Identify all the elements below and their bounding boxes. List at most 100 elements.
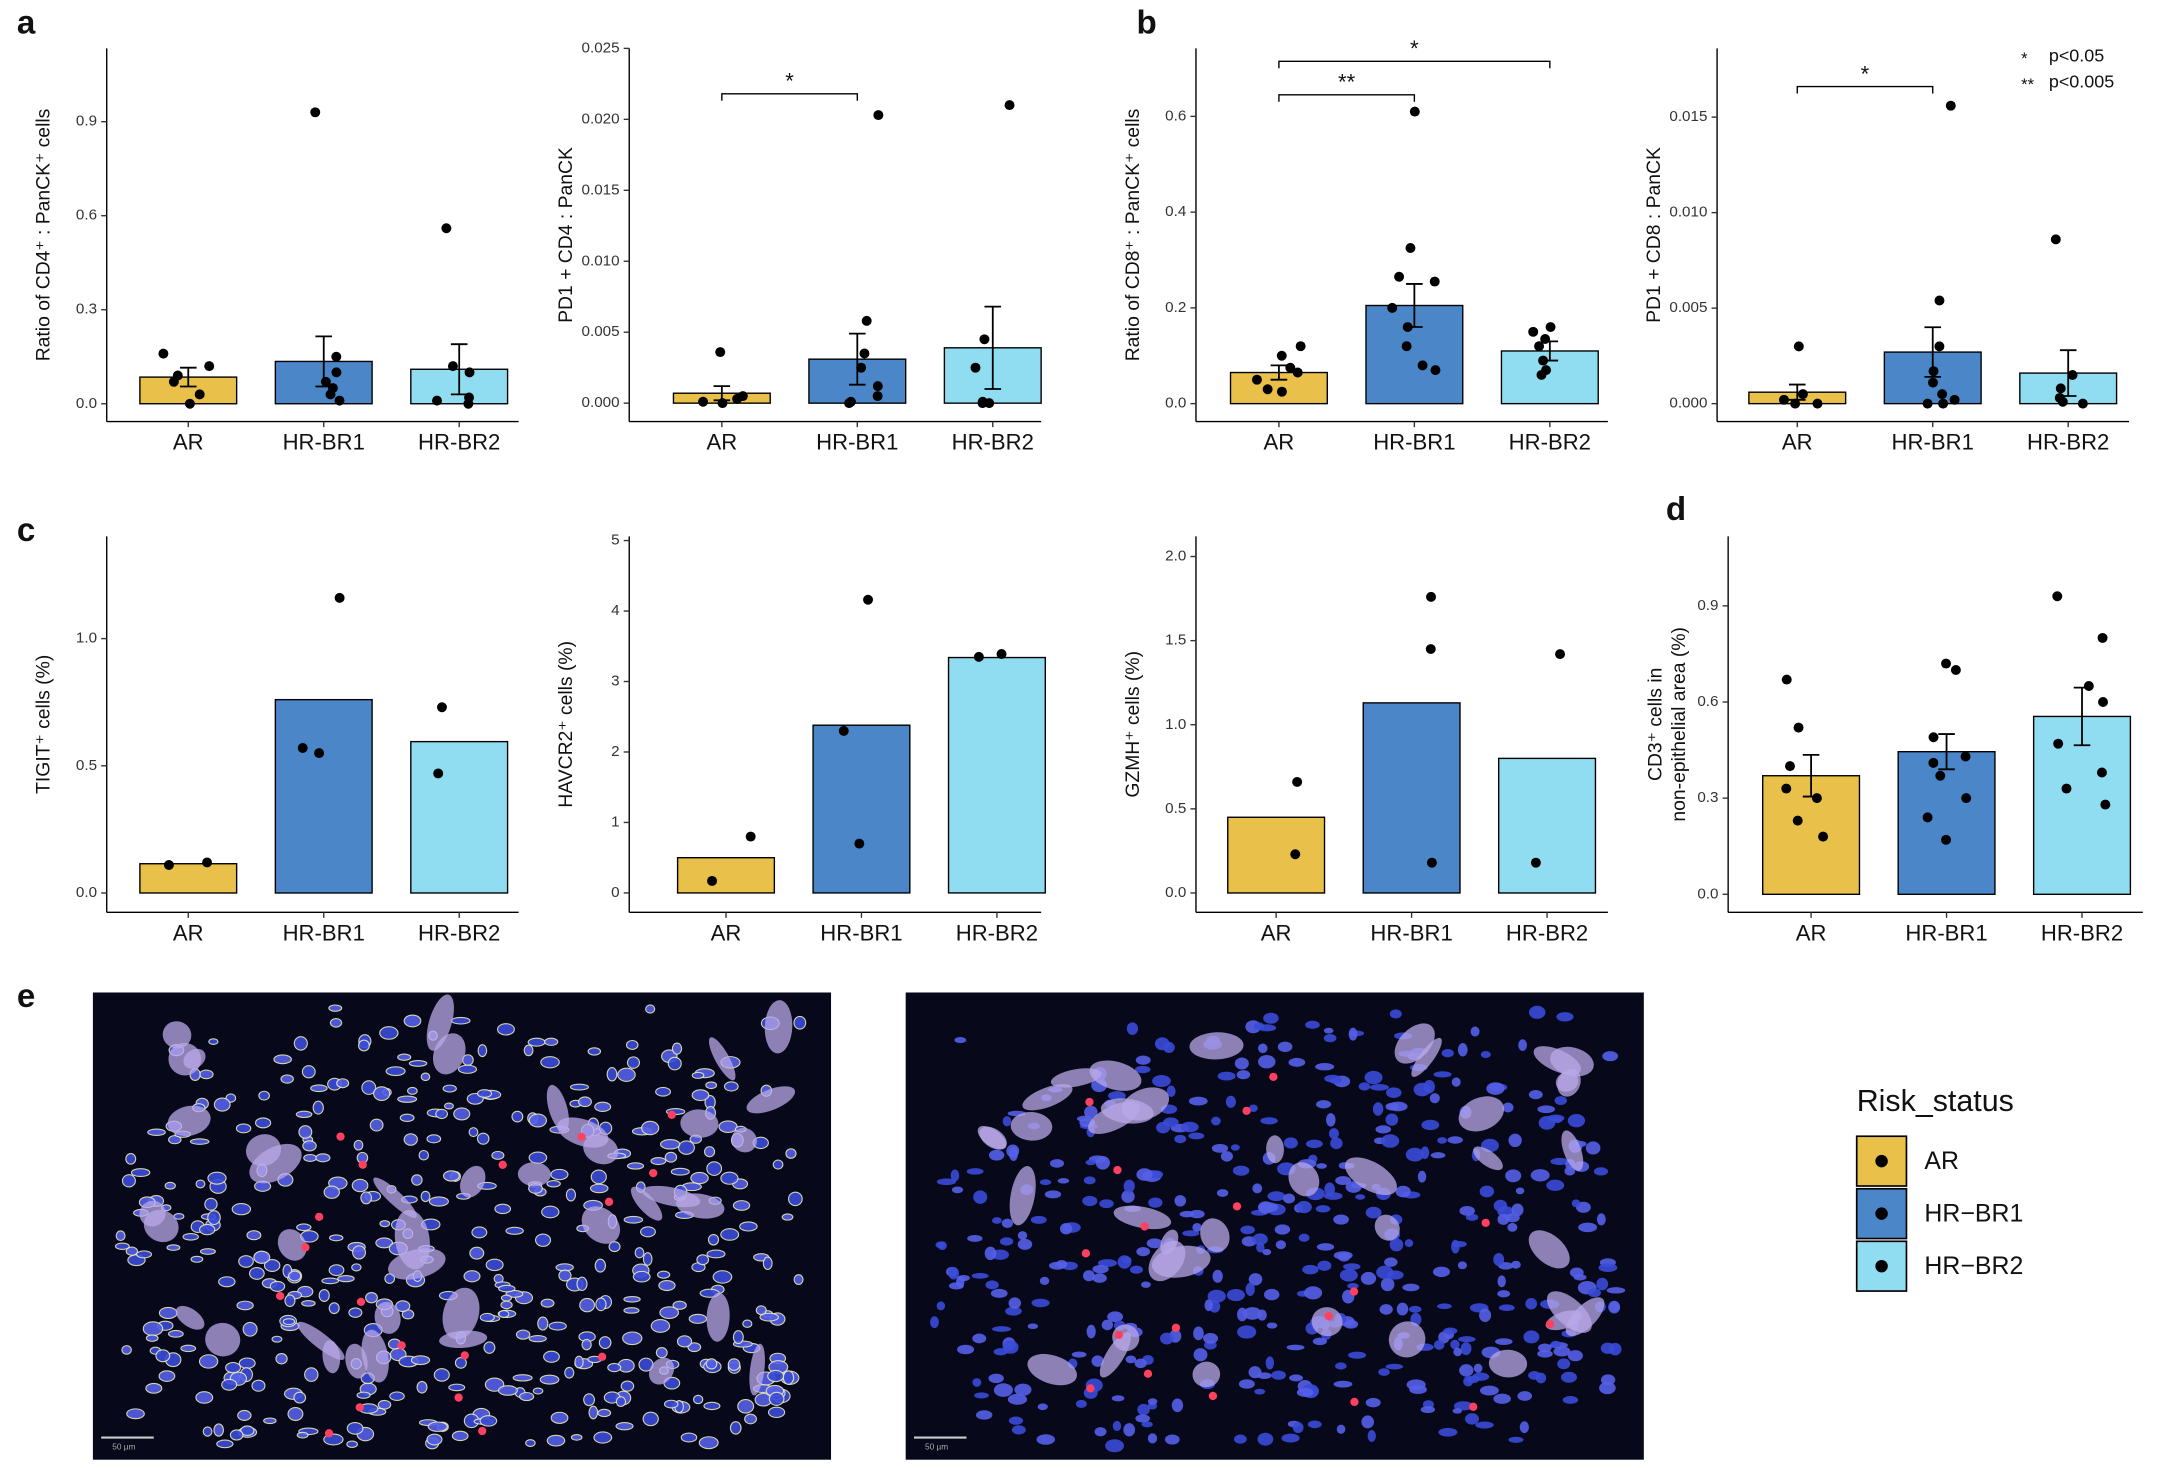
nucleus [676, 1335, 693, 1348]
data-point [331, 351, 342, 362]
nucleus [1567, 1114, 1586, 1128]
cd3-cell [460, 1351, 469, 1360]
gland [168, 1042, 202, 1076]
nucleus [1598, 1263, 1618, 1273]
nucleus [698, 1436, 719, 1450]
bar [1897, 751, 1996, 895]
gland [1089, 1060, 1142, 1091]
nucleus [1017, 1238, 1033, 1250]
cd3-cell [336, 1132, 345, 1141]
data-point [1290, 849, 1301, 860]
nucleus [315, 1153, 331, 1163]
data-point [838, 725, 849, 736]
nucleus [1361, 1415, 1375, 1429]
gland [1488, 1349, 1528, 1378]
data-point [1960, 751, 1971, 762]
cd3-cell [1208, 1391, 1218, 1401]
data-point [1811, 793, 1822, 804]
data-point [2050, 234, 2061, 245]
nucleus [1174, 1134, 1187, 1144]
nucleus [1385, 1087, 1402, 1098]
nucleus [595, 1297, 607, 1312]
nucleus [147, 1128, 166, 1137]
data-point [1387, 302, 1398, 313]
nucleus [442, 1170, 460, 1182]
nucleus [1421, 1119, 1440, 1131]
nucleus [1409, 1385, 1427, 1395]
nucleus [1036, 1434, 1056, 1445]
nucleus [1465, 1413, 1480, 1425]
nucleus [1248, 1104, 1258, 1113]
cd3-cell [301, 1243, 310, 1252]
bar [676, 857, 776, 894]
nucleus [182, 1233, 199, 1241]
nucleus [1240, 1225, 1255, 1235]
nucleus [1457, 1043, 1468, 1057]
nucleus [1430, 1152, 1446, 1159]
nucleus [1107, 1311, 1124, 1323]
data-point [202, 857, 213, 868]
data-point [1292, 776, 1303, 787]
nucleus [576, 1276, 588, 1292]
data-point [745, 831, 756, 842]
nucleus [275, 1352, 288, 1365]
nucleus [1002, 1116, 1012, 1127]
nucleus [1277, 1041, 1293, 1053]
data-point [1426, 591, 1437, 602]
y-tick-label: 0.010 [1669, 204, 1707, 221]
nucleus [936, 1301, 946, 1311]
nucleus [348, 1307, 363, 1318]
nucleus [1556, 1012, 1574, 1022]
cd3-cell [358, 1160, 367, 1169]
nucleus [1296, 1200, 1312, 1214]
nucleus [125, 1152, 137, 1165]
data-point [436, 702, 447, 713]
gland [1374, 1214, 1400, 1241]
nucleus [615, 1422, 634, 1431]
data-point [2055, 383, 2066, 394]
gland [432, 1033, 466, 1075]
nucleus [548, 1321, 567, 1331]
nucleus [454, 1357, 467, 1369]
nucleus [623, 1295, 641, 1303]
nucleus [389, 1391, 405, 1401]
data-point [1937, 389, 1948, 400]
nucleus [1519, 1421, 1529, 1434]
nucleus [1365, 1206, 1382, 1219]
significance-label: * [1861, 61, 1870, 86]
nucleus [435, 1108, 448, 1120]
x-tick-label: HR-BR2 [952, 430, 1034, 455]
nucleus [321, 1277, 340, 1285]
nucleus [511, 1110, 524, 1123]
data-point [1417, 360, 1428, 371]
nucleus [1493, 1199, 1508, 1212]
data-point [325, 389, 336, 400]
cd3-cell [478, 1426, 487, 1436]
data-point [1530, 857, 1541, 868]
nucleus [1152, 1074, 1171, 1087]
gland [1010, 1112, 1053, 1141]
nucleus [1573, 1274, 1587, 1281]
gland [426, 994, 454, 1051]
nucleus [1129, 1265, 1143, 1274]
nucleus [544, 1037, 559, 1046]
x-tick-label: HR-BR1 [820, 920, 902, 945]
nucleus [1369, 1083, 1389, 1091]
nucleus [448, 1383, 466, 1392]
y-tick-label: 2.0 [1165, 548, 1186, 565]
nucleus [1216, 1189, 1229, 1197]
nucleus [373, 1086, 391, 1101]
nucleus [207, 1171, 227, 1185]
nucleus [1537, 1350, 1553, 1358]
nucleus [954, 1037, 967, 1044]
data-point [1426, 857, 1437, 868]
significance-bracket [1278, 94, 1416, 102]
nucleus [1002, 1340, 1019, 1354]
nucleus [645, 1004, 656, 1014]
nucleus [1136, 1168, 1153, 1181]
nucleus [328, 1302, 340, 1315]
nucleus [1147, 1398, 1158, 1405]
cd3-cell [397, 1341, 406, 1350]
y-axis-label: PD1 + CD8 : PanCK [1643, 147, 1665, 323]
nucleus [718, 1120, 738, 1133]
